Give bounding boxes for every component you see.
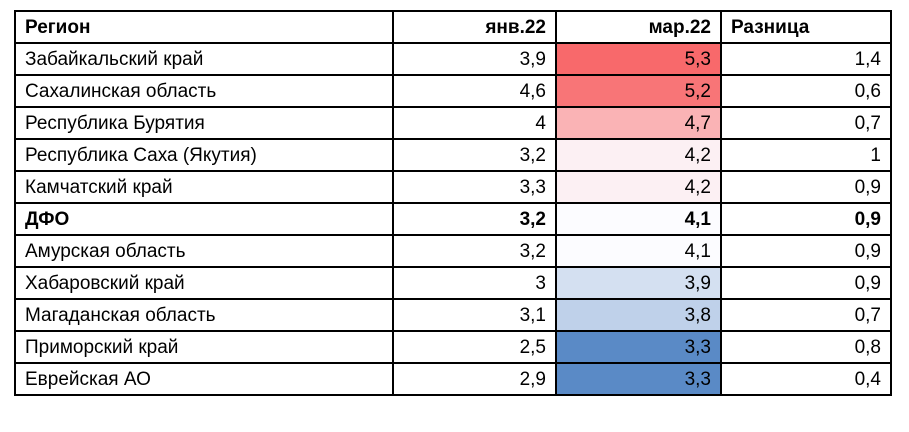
diff-value-cell[interactable]: 1 xyxy=(720,138,892,172)
header-diff[interactable]: Разница xyxy=(720,10,892,44)
diff-value-cell[interactable]: 0,7 xyxy=(720,298,892,332)
jan-value-cell[interactable]: 3,2 xyxy=(392,234,557,268)
region-cell[interactable]: Хабаровский край xyxy=(14,266,394,300)
diff-value-cell[interactable]: 0,9 xyxy=(720,202,892,236)
region-cell[interactable]: Забайкальский край xyxy=(14,42,394,76)
table-row: Магаданская область 3,1 3,8 0,7 xyxy=(14,298,892,332)
region-cell[interactable]: Амурская область xyxy=(14,234,394,268)
jan-value-cell[interactable]: 4 xyxy=(392,106,557,140)
table-row: Приморский край 2,5 3,3 0,8 xyxy=(14,330,892,364)
header-mar22[interactable]: мар.22 xyxy=(555,10,722,44)
jan-value-cell[interactable]: 3,2 xyxy=(392,138,557,172)
mar-value-cell[interactable]: 4,7 xyxy=(555,106,722,140)
diff-value-cell[interactable]: 0,9 xyxy=(720,234,892,268)
jan-value-cell[interactable]: 3,3 xyxy=(392,170,557,204)
diff-value-cell[interactable]: 0,9 xyxy=(720,170,892,204)
jan-value-cell[interactable]: 2,5 xyxy=(392,330,557,364)
jan-value-cell[interactable]: 3,9 xyxy=(392,42,557,76)
table-row: Хабаровский край 3 3,9 0,9 xyxy=(14,266,892,300)
diff-value-cell[interactable]: 0,4 xyxy=(720,362,892,396)
mar-value-cell[interactable]: 3,3 xyxy=(555,362,722,396)
mar-value-cell[interactable]: 5,3 xyxy=(555,42,722,76)
table-row: Республика Бурятия 4 4,7 0,7 xyxy=(14,106,892,140)
table-row: Забайкальский край 3,9 5,3 1,4 xyxy=(14,42,892,76)
header-row: Регион янв.22 мар.22 Разница xyxy=(14,10,892,44)
region-cell[interactable]: ДФО xyxy=(14,202,394,236)
table-row: Сахалинская область 4,6 5,2 0,6 xyxy=(14,74,892,108)
mar-value-cell[interactable]: 4,2 xyxy=(555,170,722,204)
mar-value-cell[interactable]: 3,8 xyxy=(555,298,722,332)
jan-value-cell[interactable]: 3,1 xyxy=(392,298,557,332)
table-row: Амурская область 3,2 4,1 0,9 xyxy=(14,234,892,268)
region-cell[interactable]: Республика Саха (Якутия) xyxy=(14,138,394,172)
jan-value-cell[interactable]: 3 xyxy=(392,266,557,300)
regions-table: Регион янв.22 мар.22 Разница Забайкальск… xyxy=(14,10,892,396)
mar-value-cell[interactable]: 4,2 xyxy=(555,138,722,172)
diff-value-cell[interactable]: 0,9 xyxy=(720,266,892,300)
mar-value-cell[interactable]: 3,3 xyxy=(555,330,722,364)
mar-value-cell[interactable]: 3,9 xyxy=(555,266,722,300)
table-row: Республика Саха (Якутия) 3,2 4,2 1 xyxy=(14,138,892,172)
region-cell[interactable]: Сахалинская область xyxy=(14,74,394,108)
table-row: Камчатский край 3,3 4,2 0,9 xyxy=(14,170,892,204)
table-row: Еврейская АО 2,9 3,3 0,4 xyxy=(14,362,892,396)
header-region[interactable]: Регион xyxy=(14,10,394,44)
region-cell[interactable]: Магаданская область xyxy=(14,298,394,332)
jan-value-cell[interactable]: 3,2 xyxy=(392,202,557,236)
jan-value-cell[interactable]: 4,6 xyxy=(392,74,557,108)
jan-value-cell[interactable]: 2,9 xyxy=(392,362,557,396)
table-body: Забайкальский край 3,9 5,3 1,4 Сахалинская о… xyxy=(14,42,892,396)
region-cell[interactable]: Республика Бурятия xyxy=(14,106,394,140)
region-cell[interactable]: Камчатский край xyxy=(14,170,394,204)
mar-value-cell[interactable]: 4,1 xyxy=(555,202,722,236)
header-jan22[interactable]: янв.22 xyxy=(392,10,557,44)
diff-value-cell[interactable]: 0,6 xyxy=(720,74,892,108)
diff-value-cell[interactable]: 0,8 xyxy=(720,330,892,364)
mar-value-cell[interactable]: 5,2 xyxy=(555,74,722,108)
region-cell[interactable]: Приморский край xyxy=(14,330,394,364)
diff-value-cell[interactable]: 0,7 xyxy=(720,106,892,140)
mar-value-cell[interactable]: 4,1 xyxy=(555,234,722,268)
table-row: ДФО 3,2 4,1 0,9 xyxy=(14,202,892,236)
diff-value-cell[interactable]: 1,4 xyxy=(720,42,892,76)
region-cell[interactable]: Еврейская АО xyxy=(14,362,394,396)
